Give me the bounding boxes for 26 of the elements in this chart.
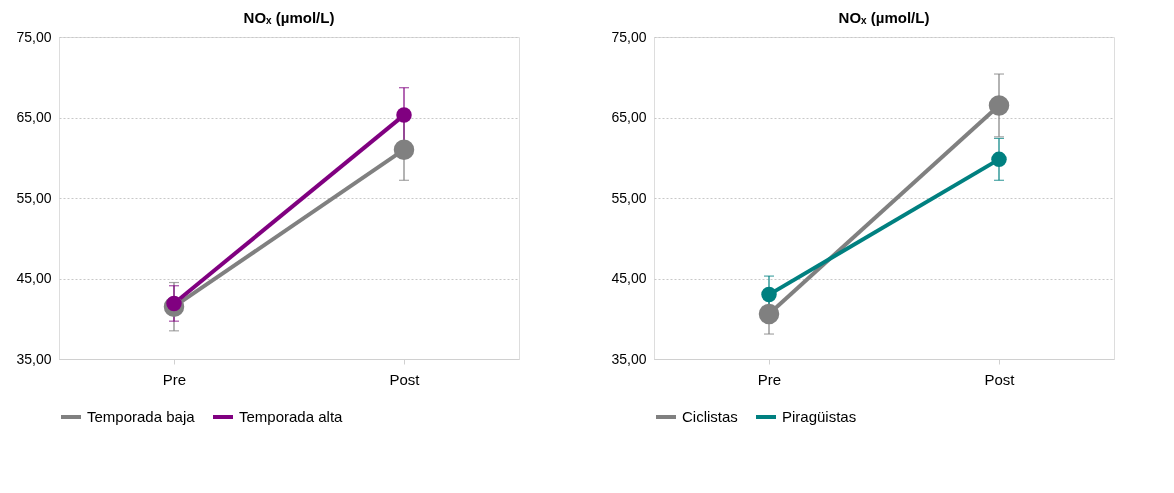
- point: [758, 303, 780, 325]
- x-tick-label: Pre: [757, 370, 782, 388]
- y-tick-label: 35,00: [16, 350, 52, 367]
- point: [988, 95, 1010, 116]
- point: [393, 139, 415, 160]
- y-tick-label: 35,00: [611, 350, 647, 367]
- point: [396, 107, 412, 123]
- y-tick-label: 65,00: [16, 109, 52, 125]
- y-tick-label: 45,00: [611, 270, 647, 286]
- y-tick-label: 45,00: [16, 270, 52, 286]
- legend-label: Temporada alta: [239, 408, 344, 425]
- legend-label: Ciclistas: [682, 408, 738, 425]
- x-tick-label: Post: [389, 370, 421, 388]
- y-tick-label: 55,00: [611, 189, 647, 206]
- y-tick-label: 75,00: [16, 28, 52, 45]
- point: [991, 151, 1007, 168]
- chart-title: NOₓ (µmol/L): [243, 9, 335, 26]
- x-tick-label: Pre: [162, 370, 187, 388]
- y-tick-label: 75,00: [611, 28, 647, 45]
- x-tick-label: Post: [984, 370, 1016, 388]
- y-tick-label: 65,00: [611, 109, 647, 125]
- chart-title: NOₓ (µmol/L): [838, 9, 930, 26]
- point: [761, 286, 777, 303]
- legend-label: Piragüistas: [782, 408, 857, 425]
- legend-label: Temporada baja: [87, 408, 196, 425]
- y-tick-label: 55,00: [16, 189, 52, 206]
